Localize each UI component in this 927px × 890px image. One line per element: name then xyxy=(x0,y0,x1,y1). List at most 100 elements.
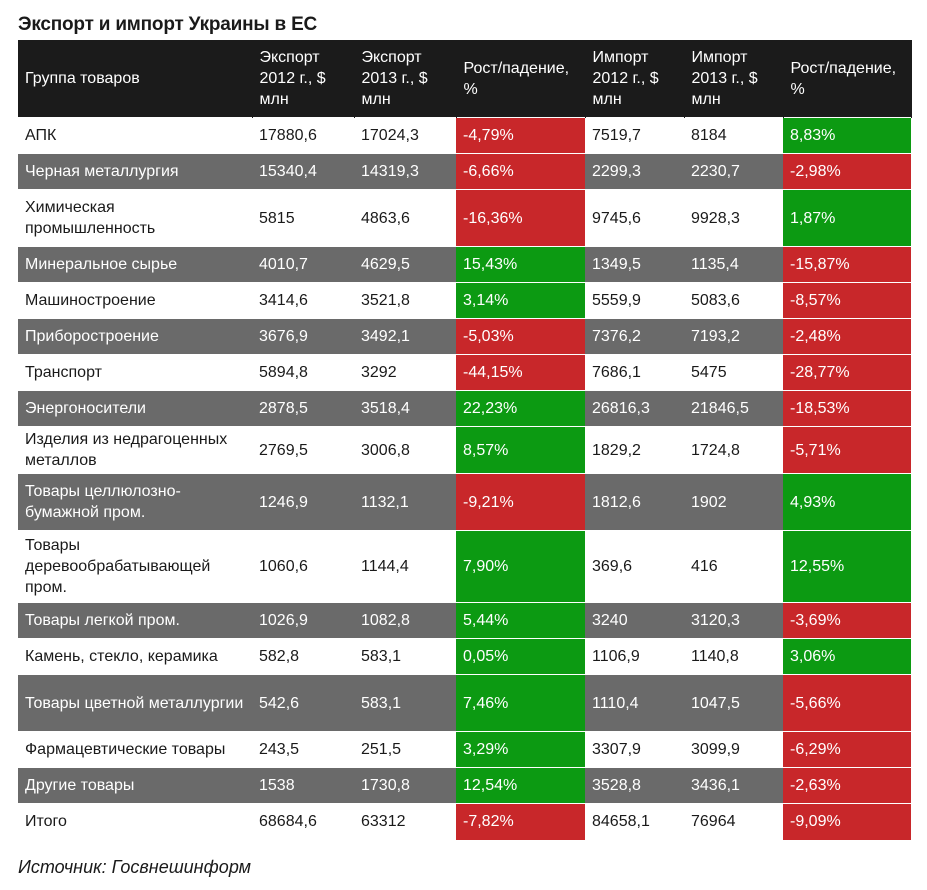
header-export-2012: Экспорт 2012 г., $ млн xyxy=(252,40,355,118)
cell-export-2013: 1730,8 xyxy=(354,767,456,804)
cell-group: Черная металлургия xyxy=(18,153,252,190)
cell-import-change: -9,09% xyxy=(783,803,911,840)
cell-export-2013: 63312 xyxy=(354,803,456,840)
table-row: Товары деревообрабатывающей пром. 1060,6 1… xyxy=(18,530,911,603)
cell-import-2012: 1110,4 xyxy=(585,674,684,732)
source-note: Источник: Госвнешинформ xyxy=(18,857,251,877)
cell-import-change: -2,63% xyxy=(783,767,911,804)
cell-import-change: -6,29% xyxy=(783,731,911,768)
table-row: Фармацевтические товары 243,5 251,5 3,29% 33… xyxy=(18,731,911,768)
cell-import-2013: 5083,6 xyxy=(684,282,783,319)
cell-import-2012: 3528,8 xyxy=(585,767,684,804)
cell-export-2013: 3292 xyxy=(354,354,456,391)
header-export-change: Рост/падение, % xyxy=(456,40,586,118)
cell-export-2012: 3414,6 xyxy=(252,282,354,319)
cell-import-2013: 1047,5 xyxy=(684,674,783,732)
cell-import-change: 3,06% xyxy=(783,638,911,675)
cell-import-2013: 1902 xyxy=(684,473,783,531)
cell-export-2012: 243,5 xyxy=(252,731,354,768)
cell-import-2013: 1724,8 xyxy=(684,426,783,474)
cell-import-2013: 76964 xyxy=(684,803,783,840)
cell-import-2013: 2230,7 xyxy=(684,153,783,190)
cell-export-2013: 583,1 xyxy=(354,674,456,732)
cell-group: Минеральное сырье xyxy=(18,246,252,283)
cell-group: Транспорт xyxy=(18,354,252,391)
cell-export-2013: 1082,8 xyxy=(354,602,456,639)
trade-table: Группа товаров Экспорт 2012 г., $ млн Эк… xyxy=(18,40,912,840)
cell-export-2013: 4629,5 xyxy=(354,246,456,283)
cell-import-2013: 7193,2 xyxy=(684,318,783,355)
table-row: Товары легкой пром. 1026,9 1082,8 5,44% 3240… xyxy=(18,602,911,639)
cell-export-change: -4,79% xyxy=(456,117,585,154)
cell-export-change: 7,90% xyxy=(456,530,585,603)
cell-import-2013: 9928,3 xyxy=(684,189,783,247)
table-row: Химическая промышленность 5815 4863,6 -16,3… xyxy=(18,189,911,247)
cell-export-change: 15,43% xyxy=(456,246,585,283)
cell-export-2012: 4010,7 xyxy=(252,246,354,283)
cell-export-2013: 17024,3 xyxy=(354,117,456,154)
cell-import-change: -2,48% xyxy=(783,318,911,355)
table-row: Изделия из недрагоценных металлов 2769,5 3… xyxy=(18,426,911,474)
cell-export-change: -16,36% xyxy=(456,189,585,247)
cell-import-2012: 1349,5 xyxy=(585,246,684,283)
cell-export-2012: 1538 xyxy=(252,767,354,804)
cell-import-change: -18,53% xyxy=(783,390,911,427)
cell-export-2012: 68684,6 xyxy=(252,803,354,840)
cell-import-change: 4,93% xyxy=(783,473,911,531)
cell-export-2013: 1144,4 xyxy=(354,530,456,603)
cell-export-change: 7,46% xyxy=(456,674,585,732)
cell-export-change: 3,14% xyxy=(456,282,585,319)
cell-export-2012: 542,6 xyxy=(252,674,354,732)
cell-import-2013: 3120,3 xyxy=(684,602,783,639)
table-row: Другие товары 1538 1730,8 12,54% 3528,8 3436,… xyxy=(18,767,911,804)
cell-export-2013: 3492,1 xyxy=(354,318,456,355)
cell-import-2013: 3099,9 xyxy=(684,731,783,768)
cell-export-change: -44,15% xyxy=(456,354,585,391)
table-row: Приборостроение 3676,9 3492,1 -5,03% 7376,2 7… xyxy=(18,318,911,355)
cell-group: Товары легкой пром. xyxy=(18,602,252,639)
cell-export-change: 12,54% xyxy=(456,767,585,804)
table-row: Товары цветной металлургии 542,6 583,1 7,46… xyxy=(18,674,911,732)
cell-import-2012: 1812,6 xyxy=(585,473,684,531)
header-row: Группа товаров Экспорт 2012 г., $ млн Эк… xyxy=(18,40,912,118)
cell-import-2012: 2299,3 xyxy=(585,153,684,190)
cell-group: Приборостроение xyxy=(18,318,252,355)
cell-export-2013: 251,5 xyxy=(354,731,456,768)
cell-group: Камень, стекло, керамика xyxy=(18,638,252,675)
cell-export-2012: 3676,9 xyxy=(252,318,354,355)
header-import-2012: Импорт 2012 г., $ млн xyxy=(585,40,685,118)
table-body: АПК 17880,6 17024,3 -4,79% 7519,7 8184 8,83% Че… xyxy=(18,117,911,840)
cell-export-2012: 5894,8 xyxy=(252,354,354,391)
cell-export-2013: 3006,8 xyxy=(354,426,456,474)
table-row: Энергоносители 2878,5 3518,4 22,23% 26816,3 2… xyxy=(18,390,911,427)
cell-import-change: -3,69% xyxy=(783,602,911,639)
cell-import-2013: 1135,4 xyxy=(684,246,783,283)
cell-export-2013: 1132,1 xyxy=(354,473,456,531)
cell-group: Изделия из недрагоценных металлов xyxy=(18,426,252,474)
cell-group: Другие товары xyxy=(18,767,252,804)
cell-import-change: -8,57% xyxy=(783,282,911,319)
cell-export-change: -7,82% xyxy=(456,803,585,840)
cell-import-2012: 26816,3 xyxy=(585,390,684,427)
cell-export-change: -5,03% xyxy=(456,318,585,355)
cell-export-2012: 2769,5 xyxy=(252,426,354,474)
cell-export-change: 5,44% xyxy=(456,602,585,639)
cell-export-2013: 4863,6 xyxy=(354,189,456,247)
cell-export-2012: 582,8 xyxy=(252,638,354,675)
header-export-2013: Экспорт 2013 г., $ млн xyxy=(354,40,457,118)
cell-import-2012: 5559,9 xyxy=(585,282,684,319)
cell-import-2012: 7686,1 xyxy=(585,354,684,391)
cell-import-2012: 9745,6 xyxy=(585,189,684,247)
cell-import-change: -5,66% xyxy=(783,674,911,732)
cell-import-2012: 3307,9 xyxy=(585,731,684,768)
cell-import-change: -5,71% xyxy=(783,426,911,474)
cell-group: Фармацевтические товары xyxy=(18,731,252,768)
cell-group: Товары цветной металлургии xyxy=(18,674,252,732)
cell-group: Товары целлюлозно-бумажной пром. xyxy=(18,473,252,531)
cell-export-change: 3,29% xyxy=(456,731,585,768)
header-import-change: Рост/падение, % xyxy=(783,40,912,118)
cell-import-2012: 3240 xyxy=(585,602,684,639)
cell-group: АПК xyxy=(18,117,252,154)
header-import-2013: Импорт 2013 г., $ млн xyxy=(684,40,784,118)
